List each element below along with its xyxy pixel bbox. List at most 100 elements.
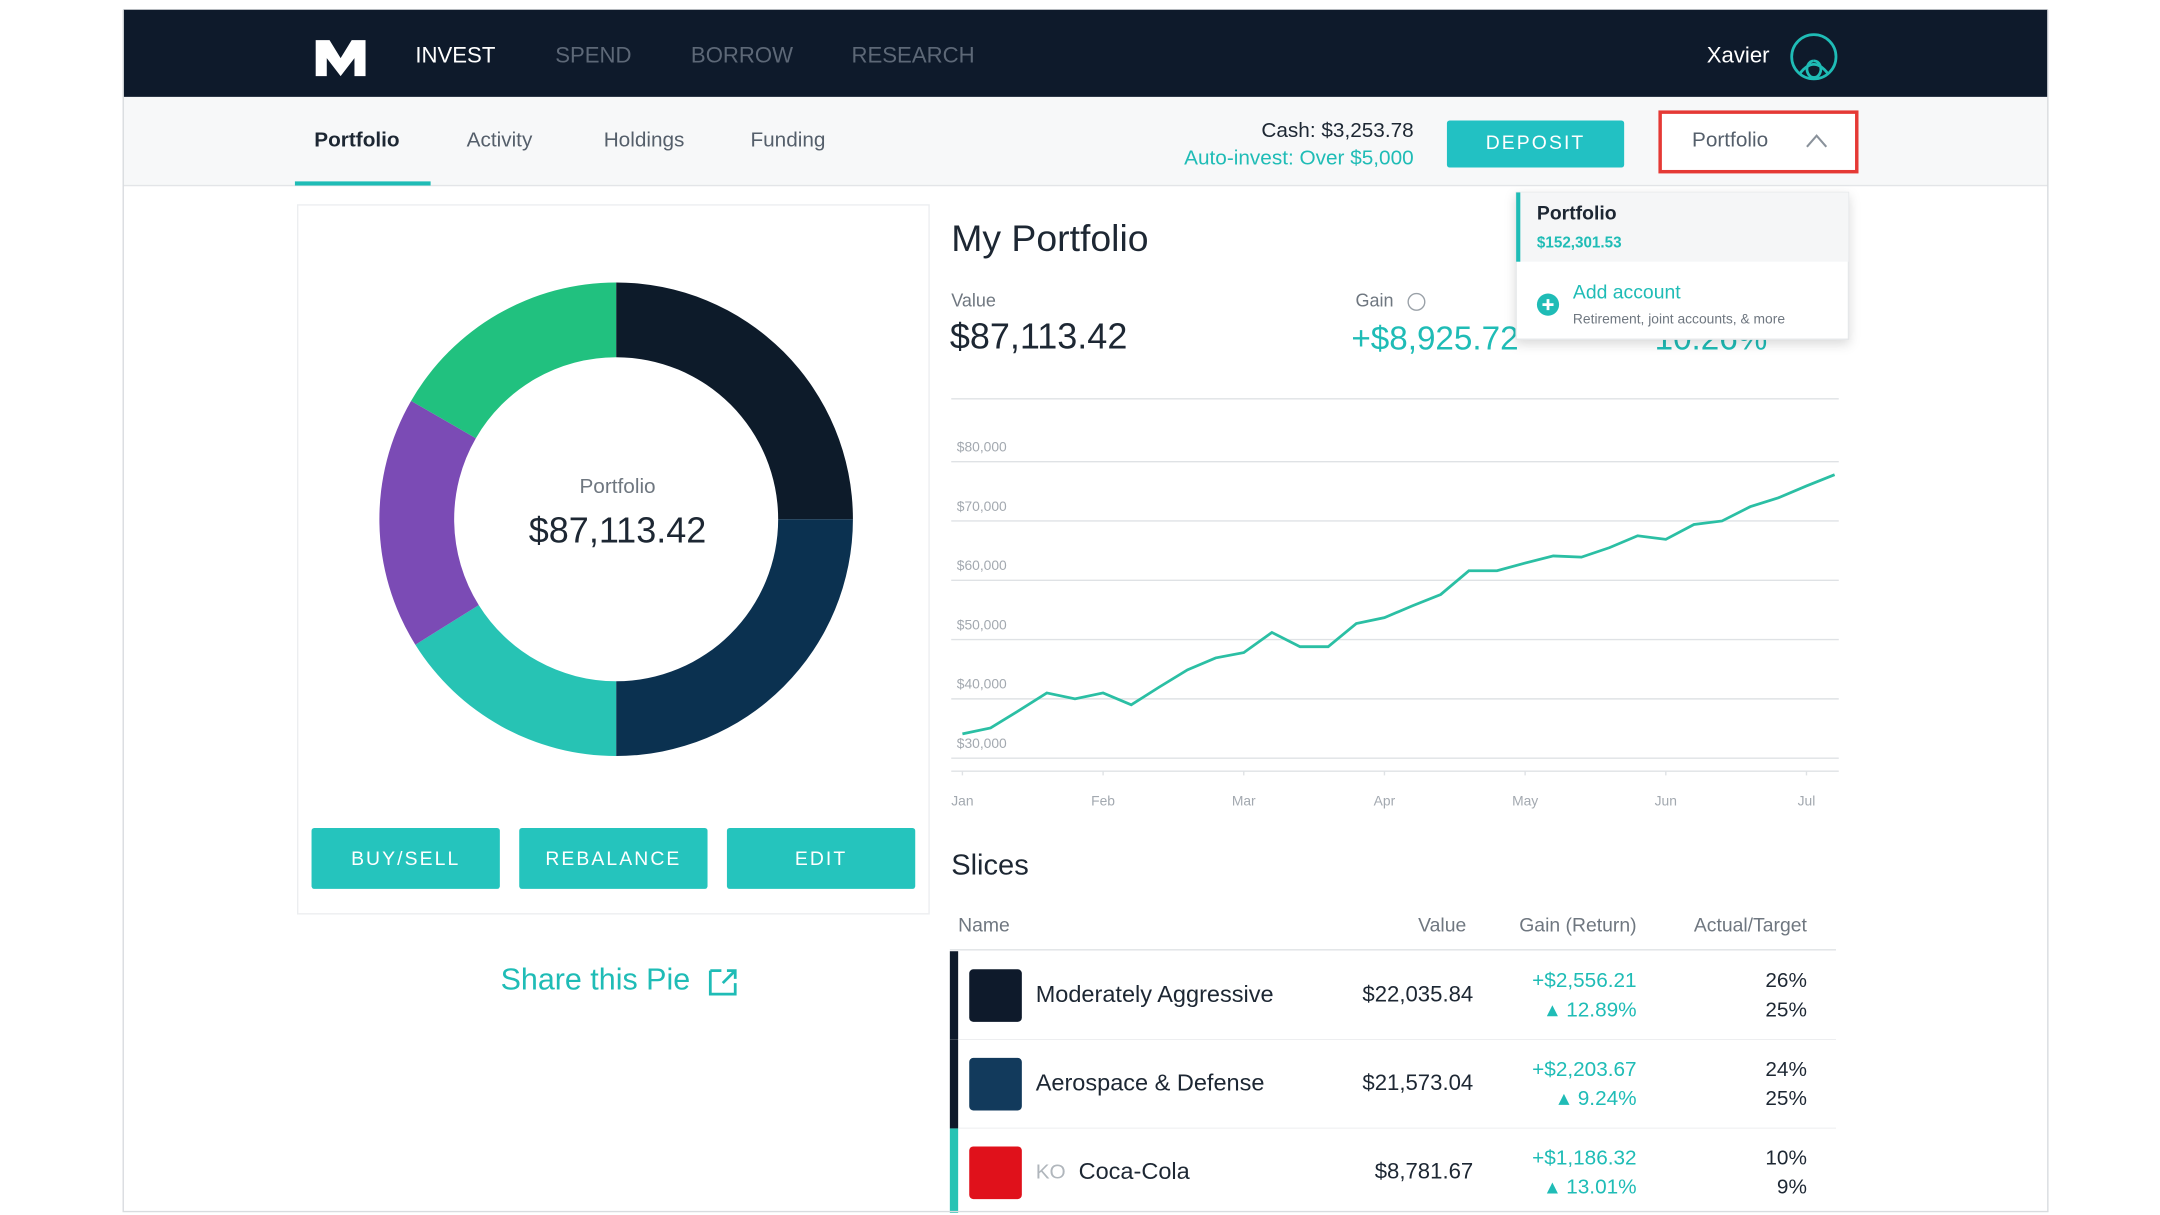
dropdown-portfolio: Portfolio [1537,203,1617,225]
tab[interactable]: Funding [750,129,825,152]
edit-button[interactable] [726,828,916,889]
slice-value: $8,781.67 [1375,1159,1473,1184]
slice-gain: +$2,203.67 [1532,1058,1636,1081]
button-label: REBALANCE [545,848,681,870]
slice-actual: 24% [1765,1058,1807,1081]
performance-chart: $30,000 $40,000 $50,000 $60,000 $70,000 $80,0… [951,398,1839,808]
x-tick-label: Feb [1091,792,1115,808]
donut [379,282,853,756]
y-tick-label: $30,000 [957,735,1007,751]
column-header[interactable]: Value [1418,914,1466,936]
ticker: KO [1036,1160,1066,1183]
value-line [962,473,1836,736]
pie-value: $87,113.42 [529,510,707,551]
donut-segment[interactable] [616,282,853,520]
logo[interactable] [315,40,366,77]
column-header[interactable]: Name [958,914,1010,936]
slice-color [949,951,959,1040]
slices-table: Moderately Aggressive $22,035.84 +$2,556.2… [949,951,1836,1215]
donut-segment[interactable] [411,282,617,439]
tab-underline [294,181,431,186]
slice-target: 25% [1765,1087,1807,1110]
up-arrow [1546,1182,1558,1194]
button-label: EDIT [795,848,847,870]
top-nav [123,9,2048,97]
y-tick-label: $60,000 [957,557,1007,573]
account-selector-label: Portfolio [1692,129,1768,152]
column-header[interactable]: Gain (Return) [1519,914,1636,936]
account-selector[interactable] [1658,110,1859,174]
y-tick-label: $70,000 [957,498,1007,514]
slice-color [949,1128,959,1215]
slice-target: 9% [1777,1175,1807,1198]
nav-item[interactable]: INVEST [415,43,495,68]
tab[interactable]: Portfolio [314,129,399,152]
buy-sell-button[interactable] [311,828,500,889]
nav-item[interactable]: SPEND [555,43,631,68]
nav-item[interactable]: RESEARCH [852,43,975,68]
slice-color [949,1039,959,1129]
slice-name[interactable]: Aerospace & Defense [1036,1069,1265,1095]
tab[interactable]: Activity [467,129,533,152]
slice-gain: +$2,556.21 [1532,969,1636,992]
slice-actual: 10% [1765,1146,1807,1169]
up-arrow [1558,1093,1570,1105]
add-account[interactable]: Add account [1573,282,1681,304]
slice-gain: +$1,186.32 [1532,1146,1636,1169]
donut-segment[interactable] [616,519,853,756]
x-tick-label: Jan [951,792,973,808]
slices-title: Slices [951,849,1029,881]
slice-return: 9.24% [1578,1087,1637,1110]
slice-name[interactable]: Coca-Cola [1079,1158,1191,1184]
value-label: Value [951,291,996,311]
gain-value: +$8,925.72 [1351,320,1518,357]
slice-row[interactable] [949,1128,1836,1215]
rebalance-button[interactable] [519,828,708,889]
add-icon-plus [1542,299,1554,311]
slice-return: 12.89% [1566,998,1636,1021]
frame [122,9,2049,1213]
y-tick-label: $80,000 [957,438,1007,454]
auto-invest[interactable]: Auto-invest: Over $5,000 [1184,147,1414,170]
x-tick-label: Jul [1798,792,1816,808]
user-icon[interactable] [1790,33,1838,81]
info-icon[interactable] [1407,292,1426,311]
slice-icon [969,1057,1022,1111]
gain-label: Gain [1356,291,1394,311]
share-link[interactable]: Share this Pie [501,963,691,997]
slice-icon [969,969,1022,1022]
column-header[interactable]: Actual/Target [1694,914,1808,936]
y-tick-label: $50,000 [957,616,1007,632]
slice-value: $21,573.04 [1362,1070,1473,1095]
slice-actual: 26% [1765,969,1807,992]
dropdown-item[interactable] [1516,192,1849,262]
deposit-button[interactable] [1446,120,1625,168]
mask [0,1212,2160,1215]
up-arrow [1546,1005,1558,1017]
portfolio-value: $87,113.42 [950,316,1128,357]
donut-segment[interactable] [379,400,479,645]
x-tick-label: May [1512,792,1538,808]
slice-row[interactable] [949,951,1836,1040]
slice-target: 25% [1765,998,1807,1021]
donut-segment[interactable] [415,605,617,756]
y-tick-label: $40,000 [957,676,1007,692]
slice-icon [969,1146,1022,1200]
chevron [1806,134,1828,148]
slice-name[interactable]: Moderately Aggressive [1036,981,1274,1007]
add-account-description: Retirement, joint accounts, & more [1573,311,1785,327]
user-name[interactable]: Xavier [1707,43,1770,68]
slice-return: 13.01% [1566,1175,1636,1198]
user-icon-figure [1798,59,1829,79]
x-tick-label: Jun [1655,792,1677,808]
pie-label: Portfolio [579,475,655,498]
nav-item[interactable]: BORROW [691,43,793,68]
x-tick-label: Mar [1232,792,1256,808]
slice-row[interactable] [949,1039,1836,1129]
button-label: BUY/SELL [351,848,460,870]
x-tick-label: Apr [1374,792,1396,808]
dropdown-portfolio-value: $152,301.53 [1537,235,1622,252]
tab[interactable]: Holdings [604,129,685,152]
selected-indicator [1516,192,1521,262]
